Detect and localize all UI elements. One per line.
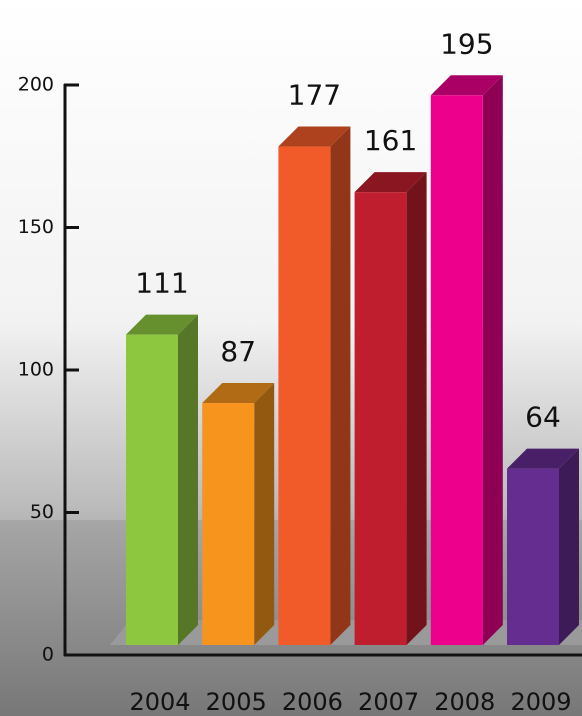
bar-side	[559, 448, 579, 645]
bar-side	[406, 172, 427, 645]
bar	[430, 95, 483, 645]
bar-side	[330, 126, 351, 646]
y-tick-label: 200	[18, 74, 54, 96]
bar-side	[178, 314, 198, 645]
bar-side	[482, 75, 503, 645]
x-tick-label: 2004	[129, 688, 190, 716]
y-tick-label: 100	[18, 359, 54, 381]
bar-top	[507, 448, 579, 469]
bar	[126, 334, 178, 645]
y-tick-label: 150	[18, 216, 54, 238]
value-label: 161	[364, 124, 417, 157]
bar	[278, 146, 331, 646]
bar-top	[430, 75, 503, 96]
y-tick-label: 50	[30, 501, 54, 523]
bar	[507, 468, 559, 645]
y-tick-label: 0	[42, 644, 54, 666]
value-label: 64	[525, 401, 561, 434]
x-tick-label: 2005	[206, 688, 267, 716]
bar-top	[354, 172, 427, 193]
value-label: 111	[135, 267, 188, 300]
x-tick-label: 2008	[434, 688, 495, 716]
x-tick-label: 2009	[510, 688, 571, 716]
value-label: 177	[288, 79, 341, 112]
bar	[354, 192, 407, 645]
x-tick-label: 2007	[358, 688, 419, 716]
x-tick-label: 2006	[282, 688, 343, 716]
bar-top	[126, 314, 198, 335]
value-label: 87	[220, 335, 256, 368]
bar	[202, 403, 255, 645]
bar-side	[254, 383, 275, 645]
bar-top	[202, 383, 275, 404]
value-label: 195	[440, 27, 493, 60]
bar-top	[278, 126, 351, 147]
